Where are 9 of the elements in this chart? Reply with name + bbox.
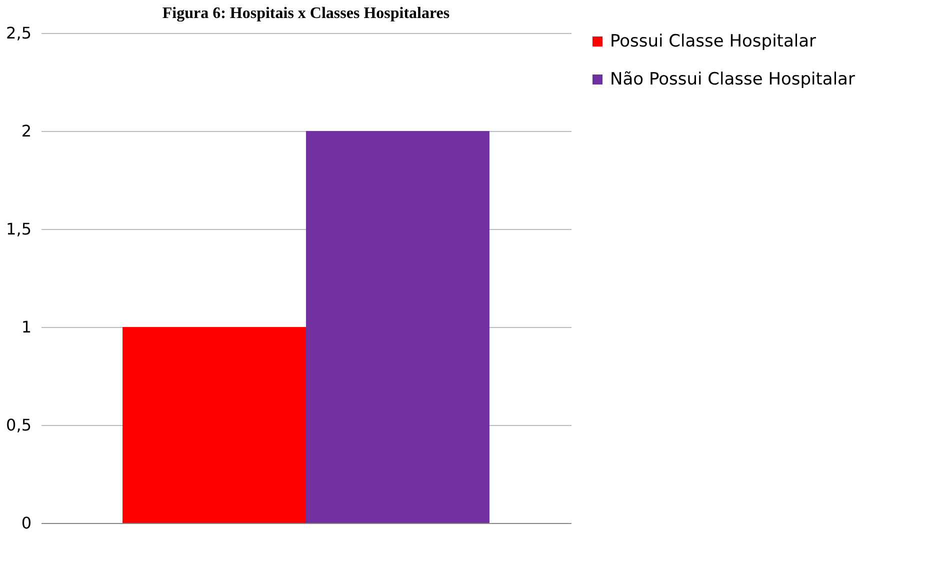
y-tick-label: 0 [21,514,32,532]
y-tick-label: 1,5 [6,220,32,238]
y-tick-label: 2 [21,122,32,140]
y-tick-label: 0,5 [6,416,32,434]
legend-label: Não Possui Classe Hospitalar [610,70,855,90]
chart-title: Figura 6: Hospitais x Classes Hospitalares [162,5,450,22]
y-tick-label: 2,5 [6,24,32,42]
legend-label: Possui Classe Hospitalar [610,32,816,52]
y-tick-label: 1 [21,318,32,336]
